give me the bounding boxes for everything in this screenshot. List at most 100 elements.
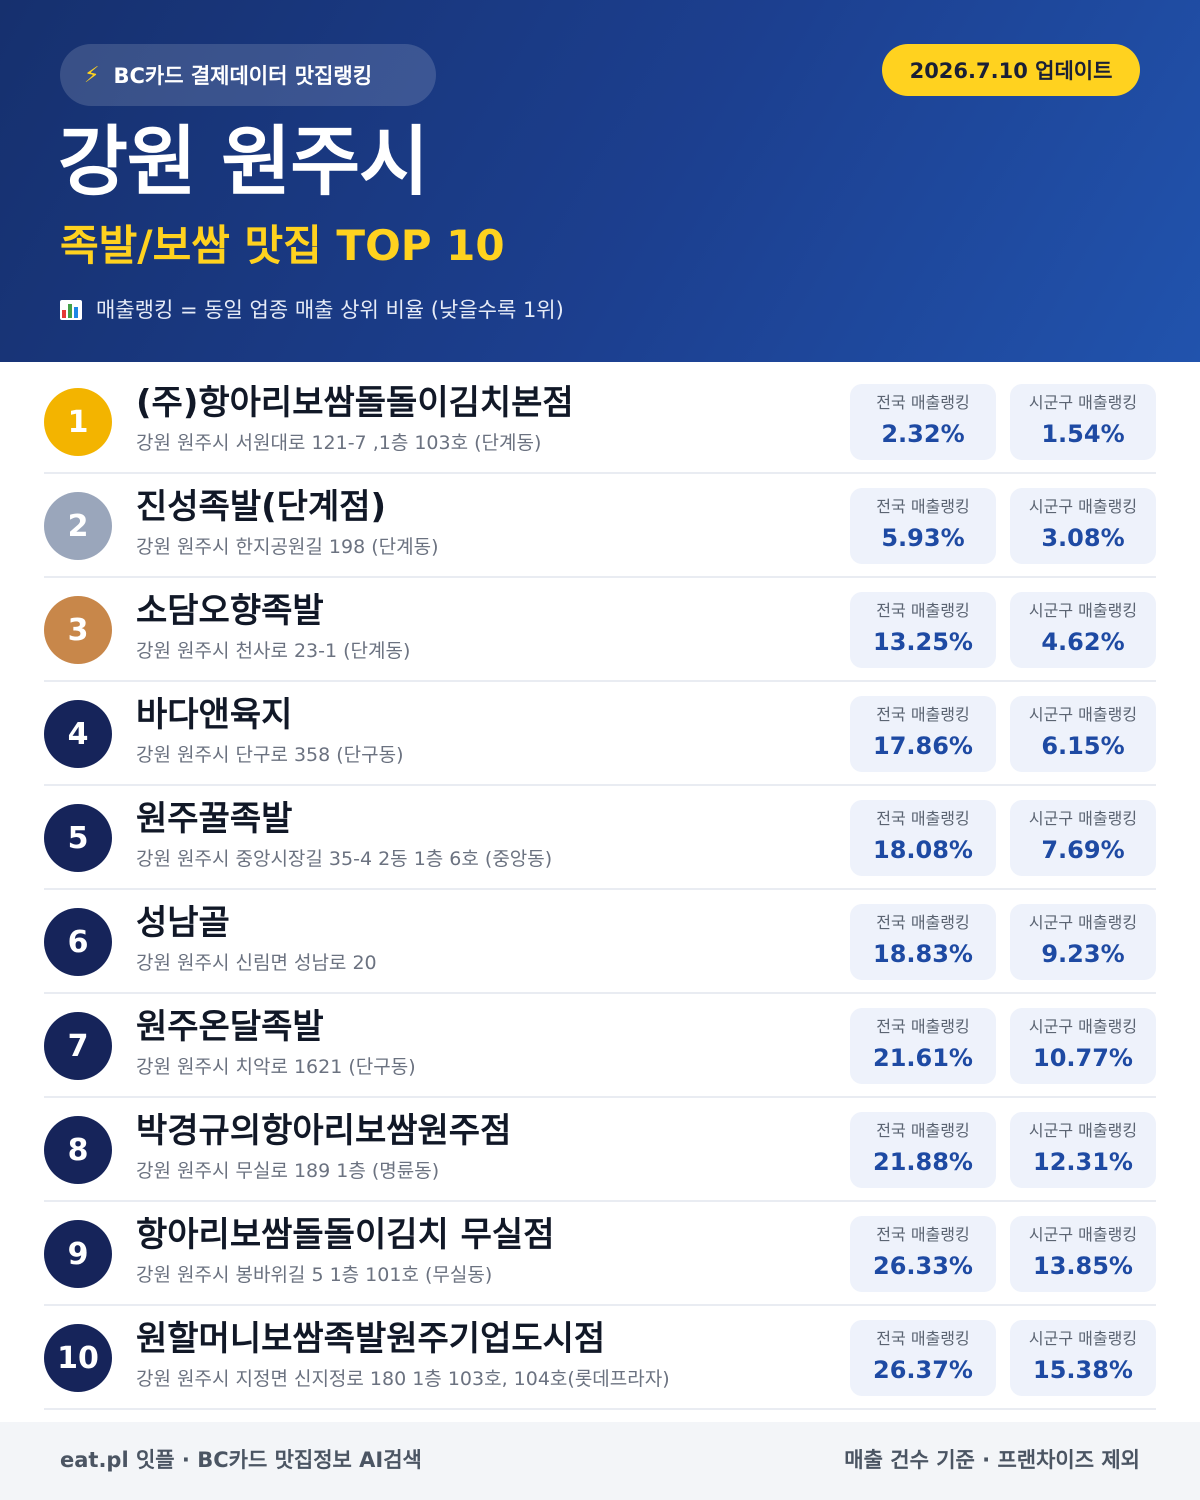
national-ranking-value: 21.88% (873, 1148, 973, 1176)
national-ranking-card: 전국 매출랭킹 26.37% (850, 1320, 996, 1396)
district-ranking-label: 시군구 매출랭킹 (1028, 913, 1138, 932)
restaurant-address: 강원 원주시 중앙시장길 35-4 2동 1층 6호 (중앙동) (136, 848, 553, 870)
district-ranking-label: 시군구 매출랭킹 (1028, 705, 1138, 724)
district-ranking-value: 7.69% (1041, 836, 1125, 864)
rank-badge: 8 (44, 1116, 112, 1184)
rank-badge: 5 (44, 804, 112, 872)
restaurant-name[interactable]: 성남골 (136, 903, 230, 943)
district-ranking-label: 시군구 매출랭킹 (1028, 497, 1138, 516)
district-ranking-card: 시군구 매출랭킹 13.85% (1010, 1216, 1156, 1292)
national-ranking-value: 18.08% (873, 836, 973, 864)
national-ranking-value: 21.61% (873, 1044, 973, 1072)
header-banner: ⚡ BC카드 결제데이터 맛집랭킹 2026.7.10 업데이트 강원 원주시 … (0, 0, 1200, 362)
district-ranking-card: 시군구 매출랭킹 10.77% (1010, 1008, 1156, 1084)
national-ranking-label: 전국 매출랭킹 (876, 1121, 970, 1140)
ranking-legend: 매출랭킹 = 동일 업종 매출 상위 비율 (낮을수록 1위) (60, 294, 564, 326)
list-item[interactable]: 2 진성족발(단계점) 강원 원주시 한지공원길 198 (단계동) 전국 매출랭킹 5… (44, 474, 1156, 578)
district-ranking-card: 시군구 매출랭킹 7.69% (1010, 800, 1156, 876)
district-ranking-card: 시군구 매출랭킹 15.38% (1010, 1320, 1156, 1396)
lightning-icon: ⚡ (84, 62, 100, 88)
restaurant-address: 강원 원주시 한지공원길 198 (단계동) (136, 536, 439, 558)
restaurant-name[interactable]: 원주꿀족발 (136, 799, 293, 839)
bar-chart-icon (60, 300, 82, 320)
page-subtitle: 족발/보쌈 맛집 TOP 10 (60, 221, 505, 270)
restaurant-name[interactable]: 진성족발(단계점) (136, 487, 387, 527)
district-ranking-label: 시군구 매출랭킹 (1028, 809, 1138, 828)
national-ranking-label: 전국 매출랭킹 (876, 705, 970, 724)
restaurant-name[interactable]: 소담오향족발 (136, 591, 324, 631)
list-item[interactable]: 3 소담오향족발 강원 원주시 천사로 23-1 (단계동) 전국 매출랭킹 13.25… (44, 578, 1156, 682)
national-ranking-value: 13.25% (873, 628, 973, 656)
rank-badge: 2 (44, 492, 112, 560)
district-ranking-label: 시군구 매출랭킹 (1028, 1017, 1138, 1036)
footer-note: 매출 건수 기준 · 프랜차이즈 제외 (844, 1448, 1140, 1472)
district-ranking-card: 시군구 매출랭킹 12.31% (1010, 1112, 1156, 1188)
district-ranking-card: 시군구 매출랭킹 3.08% (1010, 488, 1156, 564)
restaurant-address: 강원 원주시 치악로 1621 (단구동) (136, 1056, 416, 1078)
national-ranking-card: 전국 매출랭킹 21.88% (850, 1112, 996, 1188)
district-ranking-label: 시군구 매출랭킹 (1028, 1121, 1138, 1140)
rank-badge: 7 (44, 1012, 112, 1080)
district-ranking-card: 시군구 매출랭킹 4.62% (1010, 592, 1156, 668)
restaurant-address: 강원 원주시 봉바위길 5 1층 101호 (무실동) (136, 1264, 493, 1286)
source-label: BC카드 결제데이터 맛집랭킹 (113, 64, 373, 88)
national-ranking-card: 전국 매출랭킹 18.08% (850, 800, 996, 876)
rank-badge: 9 (44, 1220, 112, 1288)
national-ranking-label: 전국 매출랭킹 (876, 393, 970, 412)
restaurant-address: 강원 원주시 무실로 189 1층 (명륜동) (136, 1160, 440, 1182)
district-ranking-value: 15.38% (1033, 1356, 1133, 1384)
rank-badge: 1 (44, 388, 112, 456)
national-ranking-card: 전국 매출랭킹 5.93% (850, 488, 996, 564)
district-ranking-value: 12.31% (1033, 1148, 1133, 1176)
national-ranking-label: 전국 매출랭킹 (876, 497, 970, 516)
national-ranking-card: 전국 매출랭킹 26.33% (850, 1216, 996, 1292)
district-ranking-card: 시군구 매출랭킹 1.54% (1010, 384, 1156, 460)
legend-text: 매출랭킹 = 동일 업종 매출 상위 비율 (낮을수록 1위) (96, 298, 564, 322)
update-badge: 2026.7.10 업데이트 (882, 44, 1140, 96)
national-ranking-label: 전국 매출랭킹 (876, 1017, 970, 1036)
rank-badge: 4 (44, 700, 112, 768)
rank-badge: 6 (44, 908, 112, 976)
restaurant-name[interactable]: (주)항아리보쌈돌돌이김치본점 (136, 383, 574, 423)
national-ranking-label: 전국 매출랭킹 (876, 1225, 970, 1244)
national-ranking-card: 전국 매출랭킹 18.83% (850, 904, 996, 980)
national-ranking-card: 전국 매출랭킹 17.86% (850, 696, 996, 772)
national-ranking-label: 전국 매출랭킹 (876, 601, 970, 620)
restaurant-address: 강원 원주시 신림면 성남로 20 (136, 952, 377, 974)
restaurant-name[interactable]: 원할머니보쌈족발원주기업도시점 (136, 1319, 606, 1359)
district-ranking-value: 9.23% (1041, 940, 1125, 968)
restaurant-address: 강원 원주시 천사로 23-1 (단계동) (136, 640, 411, 662)
district-ranking-label: 시군구 매출랭킹 (1028, 1329, 1138, 1348)
rank-badge: 10 (44, 1324, 112, 1392)
page-title: 강원 원주시 (58, 117, 429, 206)
restaurant-name[interactable]: 항아리보쌈돌돌이김치 무실점 (136, 1215, 555, 1255)
national-ranking-value: 2.32% (881, 420, 965, 448)
district-ranking-value: 4.62% (1041, 628, 1125, 656)
restaurant-address: 강원 원주시 지정면 신지정로 180 1층 103호, 104호(롯데프라자) (136, 1368, 670, 1390)
district-ranking-value: 10.77% (1033, 1044, 1133, 1072)
district-ranking-label: 시군구 매출랭킹 (1028, 1225, 1138, 1244)
national-ranking-card: 전국 매출랭킹 13.25% (850, 592, 996, 668)
national-ranking-value: 26.33% (873, 1252, 973, 1280)
restaurant-name[interactable]: 박경규의항아리보쌈원주점 (136, 1111, 512, 1151)
district-ranking-value: 3.08% (1041, 524, 1125, 552)
restaurant-name[interactable]: 원주온달족발 (136, 1007, 324, 1047)
national-ranking-label: 전국 매출랭킹 (876, 913, 970, 932)
district-ranking-value: 13.85% (1033, 1252, 1133, 1280)
restaurant-name[interactable]: 바다앤육지 (136, 695, 293, 735)
district-ranking-value: 1.54% (1041, 420, 1125, 448)
restaurant-address: 강원 원주시 서원대로 121-7 ,1층 103호 (단계동) (136, 432, 542, 454)
footer-source: eat.pl 잇플 · BC카드 맛집정보 AI검색 (60, 1448, 422, 1472)
national-ranking-card: 전국 매출랭킹 2.32% (850, 384, 996, 460)
national-ranking-value: 17.86% (873, 732, 973, 760)
national-ranking-value: 18.83% (873, 940, 973, 968)
list-item[interactable]: 4 바다앤육지 강원 원주시 단구로 358 (단구동) 전국 매출랭킹 17.86% 시… (44, 682, 1156, 786)
